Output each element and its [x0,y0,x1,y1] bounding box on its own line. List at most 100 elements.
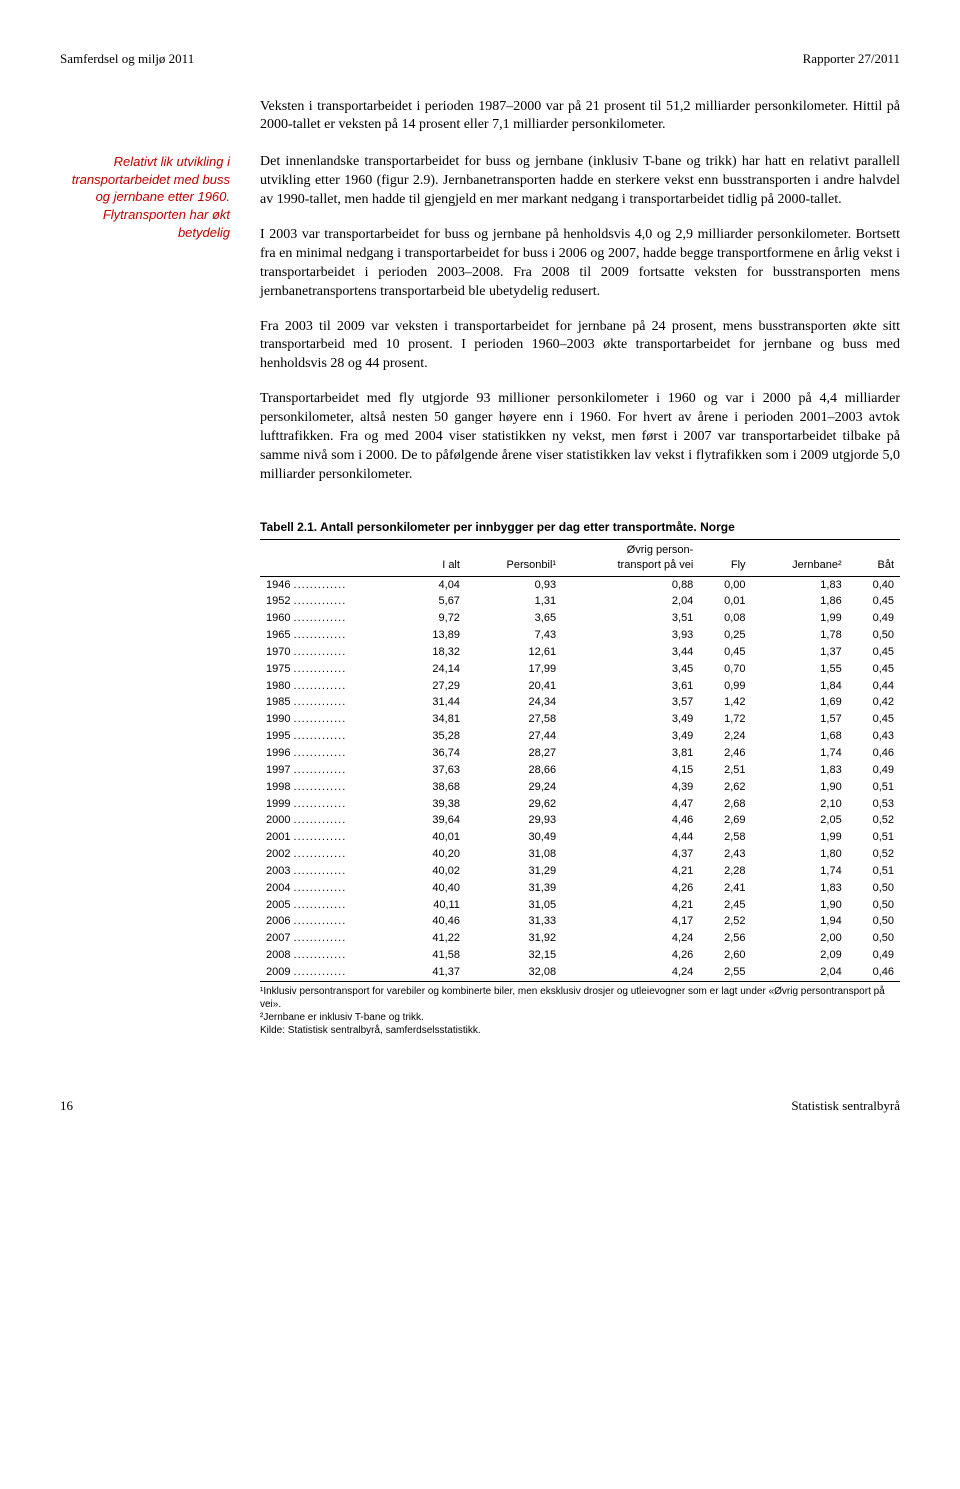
table-row: 2009 .............41,3732,084,242,552,04… [260,964,900,981]
table-cell: 4,46 [562,812,699,829]
table-cell: 24,34 [466,694,562,711]
table-cell: 2003 ............. [260,863,404,880]
table-cell: 1,90 [752,779,848,796]
table-cell: 2,46 [699,745,751,762]
table-cell: 40,46 [404,913,466,930]
table-cell: 0,50 [848,897,900,914]
table-cell: 1,74 [752,745,848,762]
table-row: 2003 .............40,0231,294,212,281,74… [260,863,900,880]
table-col-header: Fly [699,539,751,576]
table-cell: 1,86 [752,593,848,610]
table-cell: 0,45 [699,644,751,661]
table-cell: 7,43 [466,627,562,644]
table-cell: 3,65 [466,610,562,627]
table-cell: 35,28 [404,728,466,745]
table-cell: 40,01 [404,829,466,846]
footnote-3: Kilde: Statistisk sentralbyrå, samferdse… [260,1024,900,1037]
table-cell: 0,88 [562,576,699,593]
table-cell: 1,57 [752,711,848,728]
table-cell: 4,04 [404,576,466,593]
table-cell: 0,08 [699,610,751,627]
table-cell: 2002 ............. [260,846,404,863]
table-cell: 1,83 [752,762,848,779]
table-cell: 40,02 [404,863,466,880]
table-cell: 5,67 [404,593,466,610]
table-row: 2008 .............41,5832,154,262,602,09… [260,947,900,964]
table-cell: 3,49 [562,728,699,745]
table-cell: 4,15 [562,762,699,779]
table-cell: 1980 ............. [260,678,404,695]
table-cell: 3,49 [562,711,699,728]
table-cell: 3,93 [562,627,699,644]
table-cell: 1,83 [752,880,848,897]
table-cell: 4,26 [562,880,699,897]
table-cell: 0,70 [699,661,751,678]
table-cell: 1,31 [466,593,562,610]
table-cell: 3,45 [562,661,699,678]
table-cell: 0,52 [848,846,900,863]
table-cell: 20,41 [466,678,562,695]
table-cell: 0,99 [699,678,751,695]
table-cell: 0,44 [848,678,900,695]
table-cell: 1,68 [752,728,848,745]
table-cell: 0,51 [848,779,900,796]
table-cell: 2,56 [699,930,751,947]
table-cell: 0,25 [699,627,751,644]
table-col-header: Øvrig person-transport på vei [562,539,699,576]
table-cell: 36,74 [404,745,466,762]
table-cell: 0,45 [848,593,900,610]
table-col-header [260,539,404,576]
table-cell: 0,45 [848,711,900,728]
table-row: 1960 .............9,723,653,510,081,990,… [260,610,900,627]
table-cell: 18,32 [404,644,466,661]
margin-sidenote: Relativt lik utvikling i transportarbeid… [60,153,260,500]
table-cell: 27,29 [404,678,466,695]
footer-source: Statistisk sentralbyrå [791,1097,900,1115]
table-cell: 2007 ............. [260,930,404,947]
table-cell: 29,93 [466,812,562,829]
table-cell: 0,93 [466,576,562,593]
table-cell: 1,83 [752,576,848,593]
table-title: Tabell 2.1. Antall personkilometer per i… [260,519,900,535]
table-row: 1998 .............38,6829,244,392,621,90… [260,779,900,796]
table-row: 2001 .............40,0130,494,442,581,99… [260,829,900,846]
table-cell: 4,24 [562,964,699,981]
table-cell: 2008 ............. [260,947,404,964]
table-cell: 29,24 [466,779,562,796]
table-cell: 4,37 [562,846,699,863]
table-row: 2002 .............40,2031,084,372,431,80… [260,846,900,863]
paragraph-3: Fra 2003 til 2009 var veksten i transpor… [260,318,900,375]
table-cell: 1,84 [752,678,848,695]
table-row: 1996 .............36,7428,273,812,461,74… [260,745,900,762]
table-cell: 1,55 [752,661,848,678]
table-cell: 0,50 [848,627,900,644]
table-cell: 2,04 [752,964,848,981]
table-cell: 30,49 [466,829,562,846]
table-cell: 3,81 [562,745,699,762]
table-cell: 39,64 [404,812,466,829]
table-cell: 31,44 [404,694,466,711]
table-cell: 0,00 [699,576,751,593]
table-row: 1975 .............24,1417,993,450,701,55… [260,661,900,678]
body-text: Det innenlandske transportarbeidet for b… [260,153,900,500]
table-cell: 31,92 [466,930,562,947]
table-cell: 29,62 [466,796,562,813]
table-row: 1997 .............37,6328,664,152,511,83… [260,762,900,779]
table-row: 1952 .............5,671,312,040,011,860,… [260,593,900,610]
table-cell: 0,51 [848,829,900,846]
table-cell: 0,45 [848,644,900,661]
table-cell: 1970 ............. [260,644,404,661]
table-cell: 0,01 [699,593,751,610]
table-cell: 2000 ............. [260,812,404,829]
table-cell: 28,27 [466,745,562,762]
table-cell: 27,58 [466,711,562,728]
table-cell: 2,69 [699,812,751,829]
table-cell: 0,45 [848,661,900,678]
table-row: 1980 .............27,2920,413,610,991,84… [260,678,900,695]
table-cell: 1998 ............. [260,779,404,796]
table-cell: 4,44 [562,829,699,846]
table-cell: 2,58 [699,829,751,846]
table-cell: 1,74 [752,863,848,880]
table-cell: 2,28 [699,863,751,880]
table-cell: 1999 ............. [260,796,404,813]
